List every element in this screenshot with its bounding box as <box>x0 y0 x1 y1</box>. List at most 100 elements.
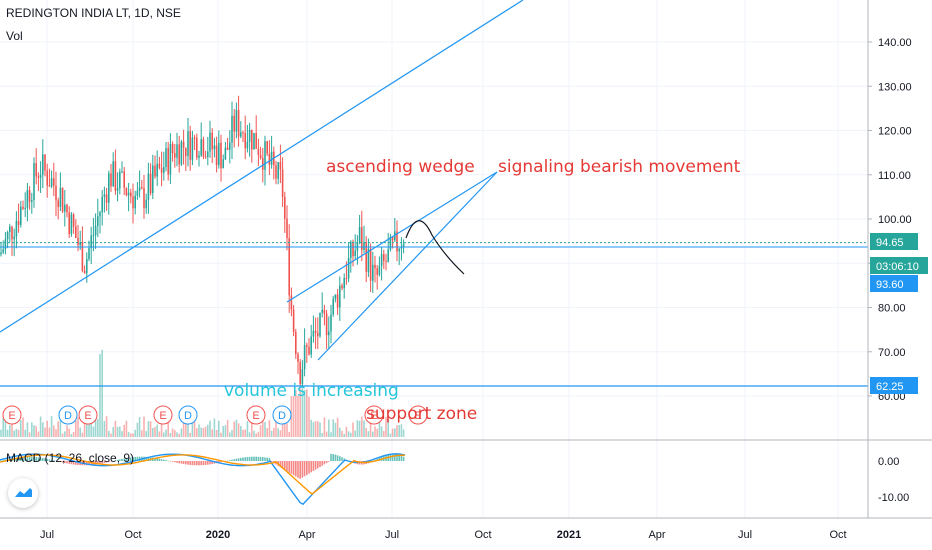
event-marker-e[interactable]: E <box>2 405 22 425</box>
price-badge: 03:06:10 <box>870 257 928 274</box>
candle-body <box>224 147 227 160</box>
volume-bar <box>138 416 141 437</box>
macd-histogram-bar <box>50 459 53 461</box>
price-badge-bg <box>870 233 918 250</box>
candle-body <box>336 294 339 308</box>
volume-bar <box>176 432 178 437</box>
candle-body <box>299 361 301 385</box>
event-marker-e[interactable]: E <box>78 405 98 425</box>
volume-bar <box>130 433 132 437</box>
volume-bar <box>325 431 328 437</box>
annotation-support: support zone <box>366 404 477 424</box>
volume-bar <box>343 433 345 437</box>
candle-body <box>110 173 112 187</box>
candle-body <box>191 137 194 160</box>
macd-histogram-bar <box>198 461 200 466</box>
macd-histogram-bar <box>317 461 319 469</box>
volume-bar <box>191 416 194 437</box>
macd-histogram-bar <box>64 461 66 463</box>
event-label: E <box>370 410 377 422</box>
volume-bar <box>180 428 183 437</box>
time-tick-label: Jul <box>40 529 54 541</box>
candle-body <box>37 176 40 178</box>
candle-body <box>6 232 9 240</box>
volume-bar <box>68 428 70 437</box>
macd-histogram-bar <box>2 460 4 461</box>
event-marker-d[interactable]: D <box>178 405 198 425</box>
event-label: E <box>252 410 259 422</box>
trend-lines[interactable] <box>0 0 868 387</box>
price-badge-bg <box>870 275 918 292</box>
candle-body <box>402 243 405 247</box>
candle-body <box>123 171 125 188</box>
volume-bar <box>270 430 273 437</box>
candle-body <box>121 171 123 173</box>
macd-histogram-bar <box>220 461 222 463</box>
macd-histogram-bar <box>253 456 255 461</box>
candle-body <box>70 214 73 234</box>
candle-body <box>105 194 108 203</box>
volume-bar <box>275 417 277 437</box>
event-marker-d[interactable]: D <box>58 405 78 425</box>
macd-histogram-bar <box>297 461 299 478</box>
event-marker-d[interactable]: D <box>272 405 292 425</box>
candle-body <box>160 167 163 173</box>
event-marker-e[interactable]: E <box>153 405 173 425</box>
candle-body <box>99 212 101 217</box>
candle-body <box>321 309 323 313</box>
macd-histogram-bar <box>176 461 178 463</box>
macd-histogram-bar <box>180 461 183 464</box>
candle-body <box>350 241 352 259</box>
event-label: E <box>84 410 91 422</box>
volume-bar <box>11 416 13 437</box>
volume-bar <box>385 417 387 437</box>
candle-body <box>281 169 284 198</box>
volume-bar <box>244 429 246 437</box>
macd-histogram-bar <box>112 460 114 462</box>
macd-histogram-bar <box>178 461 180 464</box>
event-label: E <box>414 410 421 422</box>
price-badge: 93.60 <box>870 275 918 292</box>
volume-bar <box>372 431 374 437</box>
event-marker-e[interactable]: E <box>408 405 428 425</box>
volume-bar <box>53 425 55 437</box>
macd-histogram-bar <box>169 461 172 462</box>
macd-histogram-bar <box>99 461 101 464</box>
volume-bar <box>387 419 389 437</box>
event-marker-e[interactable]: E <box>246 405 266 425</box>
event-marker-e[interactable]: E <box>364 405 384 425</box>
time-tick-label: Jul <box>738 529 752 541</box>
macd-histogram-bar <box>154 457 156 461</box>
macd-histogram-bar <box>325 461 328 464</box>
volume-bar <box>279 430 282 437</box>
candle-body <box>24 207 26 209</box>
candlesticks <box>0 95 405 386</box>
volume-bar <box>50 416 53 437</box>
candle-body <box>376 268 378 275</box>
volume-bar <box>363 420 365 437</box>
price-badge: 62.25 <box>870 377 918 394</box>
candle-body <box>303 345 306 370</box>
candle-body <box>26 190 29 208</box>
tradingview-logo[interactable] <box>8 478 38 508</box>
macd-line <box>0 453 406 506</box>
volume-bar <box>141 430 143 437</box>
volume-bar <box>48 427 51 437</box>
volume-bar <box>242 429 244 437</box>
candle-body <box>330 314 332 332</box>
candle-body <box>297 354 299 362</box>
macd-histogram-bar <box>266 457 268 461</box>
macd-histogram-bar <box>163 459 165 461</box>
macd-histogram-bar <box>343 458 345 461</box>
volume-bar <box>119 426 121 437</box>
volume-bar <box>83 423 86 437</box>
volume-bar <box>308 396 310 437</box>
candle-body <box>255 132 257 149</box>
volume-bar <box>306 389 308 437</box>
macd-histogram-bar <box>200 461 202 466</box>
volume-bar <box>125 420 128 437</box>
macd-histogram-bar <box>204 461 207 465</box>
candle-body <box>290 295 293 310</box>
